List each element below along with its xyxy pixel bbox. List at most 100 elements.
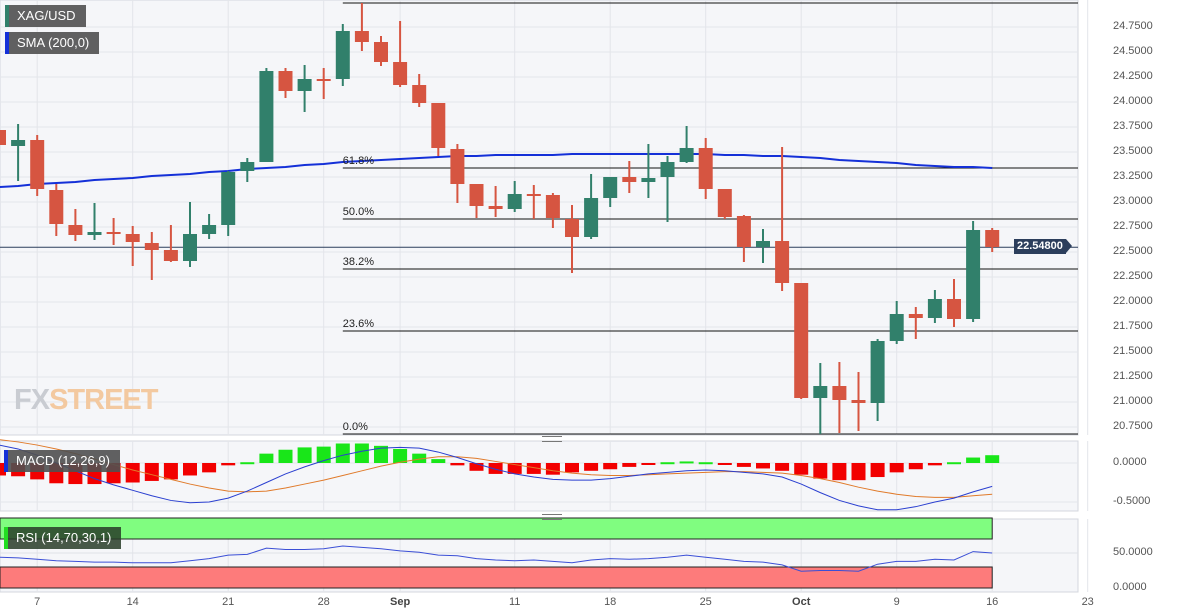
price-axis-label: 23.0000 xyxy=(1113,195,1153,207)
price-panel xyxy=(0,0,1079,436)
macd-histogram-bar xyxy=(603,463,618,470)
legend-sma-label: SMA (200,0) xyxy=(17,35,90,50)
candle-body xyxy=(106,232,121,234)
candle xyxy=(412,74,427,107)
candle-body xyxy=(183,234,197,261)
legend-sma[interactable]: SMA (200,0) xyxy=(5,32,100,54)
macd-histogram-bar xyxy=(125,463,140,483)
candle xyxy=(832,362,847,433)
price-axis-label: 23.2500 xyxy=(1113,170,1153,182)
rsi-oversold-zone xyxy=(0,566,993,589)
price-axis-label: 22.2500 xyxy=(1113,270,1153,282)
candle-body xyxy=(259,71,274,162)
candle-body xyxy=(316,79,331,81)
macd-histogram-bar xyxy=(412,453,427,463)
candle xyxy=(125,226,140,266)
candle-body xyxy=(794,283,809,398)
candle-body xyxy=(565,219,579,237)
fxstreet-watermark: FXSTREET xyxy=(14,384,158,417)
price-axis-label: 21.0000 xyxy=(1113,395,1153,407)
candle-body xyxy=(641,178,656,182)
price-axis-label: 20.7500 xyxy=(1113,420,1153,432)
candle xyxy=(870,339,885,421)
date-axis-label: 11 xyxy=(508,596,521,608)
legend-rsi[interactable]: RSI (14,70,30,1) xyxy=(4,527,122,549)
panel-resize-handle[interactable] xyxy=(542,514,562,520)
candle xyxy=(679,126,694,163)
macd-histogram-bar xyxy=(908,463,923,470)
candle-body xyxy=(163,250,178,261)
candle xyxy=(431,103,446,156)
candle xyxy=(221,171,236,236)
candle xyxy=(507,181,522,212)
macd-histogram-bar xyxy=(450,463,465,466)
candle-body xyxy=(526,194,541,196)
macd-histogram-bar xyxy=(0,463,6,476)
panel-resize-handle[interactable] xyxy=(542,436,562,442)
macd-histogram-bar xyxy=(565,463,579,473)
legend-macd[interactable]: MACD (12,26,9) xyxy=(4,450,120,472)
candle-body xyxy=(966,230,981,319)
candle-body xyxy=(30,140,45,189)
candle xyxy=(488,186,503,217)
candle-body xyxy=(698,148,713,189)
fib-level-label: 100.0% xyxy=(343,0,380,2)
candle xyxy=(756,229,770,263)
macd-histogram-bar xyxy=(469,463,484,471)
legend-symbol-label: XAG/USD xyxy=(17,8,76,23)
current-price-tag: 22.54800 xyxy=(1014,239,1072,254)
legend-color-swatch xyxy=(5,5,9,27)
candle xyxy=(183,202,197,267)
candle-body xyxy=(488,206,503,209)
macd-histogram-bar xyxy=(775,463,790,471)
legend-macd-label: MACD (12,26,9) xyxy=(16,453,110,468)
price-axis-label: 24.7500 xyxy=(1113,20,1153,32)
macd-panel xyxy=(0,440,1079,512)
macd-histogram-bar xyxy=(584,463,599,471)
candle xyxy=(966,221,981,322)
fib-level-label: 38.2% xyxy=(342,256,374,268)
price-axis-label: 21.2500 xyxy=(1113,370,1153,382)
candle xyxy=(316,68,331,99)
macd-histogram-bar xyxy=(393,448,408,463)
macd-histogram-bar xyxy=(507,463,522,474)
macd-histogram-bar xyxy=(374,445,388,463)
macd-histogram-bar xyxy=(794,463,809,475)
macd-histogram-bar xyxy=(144,463,159,481)
candle-body xyxy=(144,243,159,250)
macd-histogram-bar xyxy=(660,462,675,465)
candle-body xyxy=(335,31,350,79)
date-axis-label: 25 xyxy=(699,596,712,608)
macd-histogram-bar xyxy=(927,463,942,466)
candle-body xyxy=(221,172,236,225)
candle xyxy=(469,184,484,218)
macd-histogram-bar xyxy=(240,462,255,465)
candle-body xyxy=(679,148,694,162)
date-axis-label: 9 xyxy=(893,596,900,608)
candle-body xyxy=(49,190,64,224)
macd-line xyxy=(0,444,993,511)
candle xyxy=(30,135,45,196)
candle-body xyxy=(908,314,923,318)
candle-body xyxy=(87,232,102,235)
candle xyxy=(450,144,465,203)
candle-body xyxy=(507,194,522,209)
date-axis-label: 21 xyxy=(222,596,235,608)
fib-level-label: 23.6% xyxy=(342,318,374,330)
candle xyxy=(641,144,656,198)
macd-histogram-bar xyxy=(832,463,847,481)
legend-symbol[interactable]: XAG/USD xyxy=(5,5,86,27)
candle-body xyxy=(927,299,942,318)
candle xyxy=(813,363,828,434)
candle xyxy=(259,68,274,162)
candle-body xyxy=(297,79,312,91)
price-axis-label: 24.5000 xyxy=(1113,45,1153,57)
candle-body xyxy=(0,130,6,145)
candle xyxy=(794,283,809,399)
candle xyxy=(49,184,64,236)
candle-body xyxy=(660,162,675,177)
price-axis-label: 21.7500 xyxy=(1113,320,1153,332)
macd-histogram-bar xyxy=(488,463,503,474)
candle-body xyxy=(832,386,847,400)
